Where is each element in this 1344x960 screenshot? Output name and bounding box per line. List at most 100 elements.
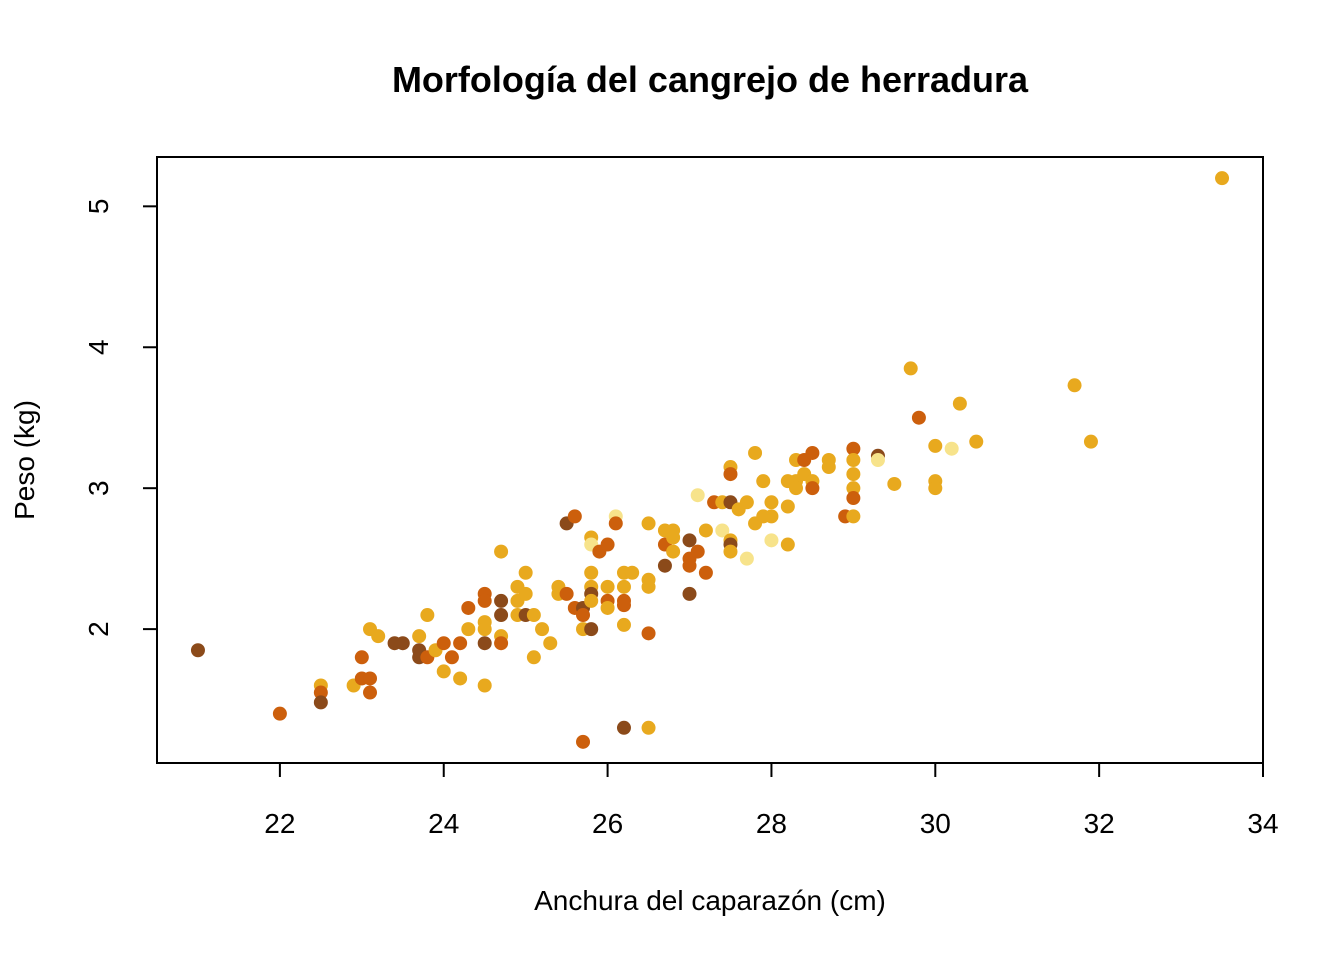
data-point xyxy=(911,410,926,425)
y-tick-label: 2 xyxy=(83,621,114,637)
data-point xyxy=(567,509,582,524)
data-point xyxy=(780,499,795,514)
data-point xyxy=(846,509,861,524)
data-point xyxy=(584,622,599,637)
data-point xyxy=(436,664,451,679)
x-axis: 22 24 26 28 30 32 34 xyxy=(264,762,1279,839)
data-point xyxy=(616,579,631,594)
data-point xyxy=(641,720,656,735)
data-point xyxy=(748,445,763,460)
data-point xyxy=(494,636,509,651)
data-point xyxy=(461,600,476,615)
data-point xyxy=(764,533,779,548)
data-point xyxy=(600,579,615,594)
data-point xyxy=(494,608,509,623)
data-point xyxy=(690,488,705,503)
data-point xyxy=(584,565,599,580)
data-point xyxy=(584,593,599,608)
y-axis-label: Peso (kg) xyxy=(9,400,40,520)
x-tick-label: 22 xyxy=(264,808,295,839)
plot-frame xyxy=(156,156,1264,764)
data-point xyxy=(969,434,984,449)
x-axis-label: Anchura del caparazón (cm) xyxy=(534,885,886,916)
data-point xyxy=(739,551,754,566)
data-point xyxy=(363,685,378,700)
data-point xyxy=(543,636,558,651)
data-point xyxy=(1215,171,1230,186)
data-point xyxy=(518,565,533,580)
data-point xyxy=(272,706,287,721)
data-point xyxy=(190,643,205,658)
data-point xyxy=(395,636,410,651)
data-point xyxy=(846,491,861,506)
data-point xyxy=(313,695,328,710)
data-point xyxy=(698,565,713,580)
y-tick-label: 4 xyxy=(83,339,114,355)
data-point xyxy=(477,678,492,693)
data-point xyxy=(682,533,697,548)
data-point xyxy=(363,671,378,686)
chart-title: Morfología del cangrejo de herradura xyxy=(392,59,1029,100)
data-point xyxy=(756,474,771,489)
x-tick-label: 28 xyxy=(756,808,787,839)
data-point xyxy=(739,495,754,510)
data-point xyxy=(764,495,779,510)
data-point xyxy=(641,516,656,531)
data-point xyxy=(952,396,967,411)
data-point xyxy=(436,636,451,651)
data-point xyxy=(666,544,681,559)
data-point xyxy=(903,361,918,376)
data-point xyxy=(682,558,697,573)
data-points xyxy=(190,171,1230,749)
data-point xyxy=(723,467,738,482)
data-point xyxy=(600,537,615,552)
data-point xyxy=(764,509,779,524)
data-point xyxy=(1067,378,1082,393)
data-point xyxy=(494,593,509,608)
data-point xyxy=(805,445,820,460)
data-point xyxy=(944,441,959,456)
data-point xyxy=(461,622,476,637)
data-point xyxy=(805,481,820,496)
data-point xyxy=(477,622,492,637)
data-point xyxy=(789,481,804,496)
data-point xyxy=(616,598,631,613)
data-point xyxy=(723,544,738,559)
data-point xyxy=(821,460,836,475)
data-point xyxy=(657,558,672,573)
data-point xyxy=(354,650,369,665)
data-point xyxy=(846,467,861,482)
data-point xyxy=(453,636,468,651)
data-point xyxy=(526,650,541,665)
data-point xyxy=(641,626,656,641)
data-point xyxy=(928,481,943,496)
data-point xyxy=(690,544,705,559)
data-point xyxy=(444,650,459,665)
data-point xyxy=(518,586,533,601)
data-point xyxy=(477,636,492,651)
data-point xyxy=(887,476,902,491)
data-point xyxy=(682,586,697,601)
data-point xyxy=(477,593,492,608)
data-point xyxy=(780,537,795,552)
data-point xyxy=(576,608,591,623)
x-tick-label: 30 xyxy=(920,808,951,839)
data-point xyxy=(535,622,550,637)
data-point xyxy=(576,734,591,749)
data-point xyxy=(666,530,681,545)
data-point xyxy=(559,586,574,601)
data-point xyxy=(526,608,541,623)
data-point xyxy=(420,608,435,623)
data-point xyxy=(412,629,427,644)
y-tick-label: 5 xyxy=(83,199,114,215)
data-point xyxy=(371,629,386,644)
data-point xyxy=(616,720,631,735)
data-point xyxy=(641,579,656,594)
data-point xyxy=(1083,434,1098,449)
data-point xyxy=(846,453,861,467)
x-tick-label: 26 xyxy=(592,808,623,839)
data-point xyxy=(313,685,328,700)
data-point xyxy=(870,453,885,467)
data-point xyxy=(928,438,943,453)
